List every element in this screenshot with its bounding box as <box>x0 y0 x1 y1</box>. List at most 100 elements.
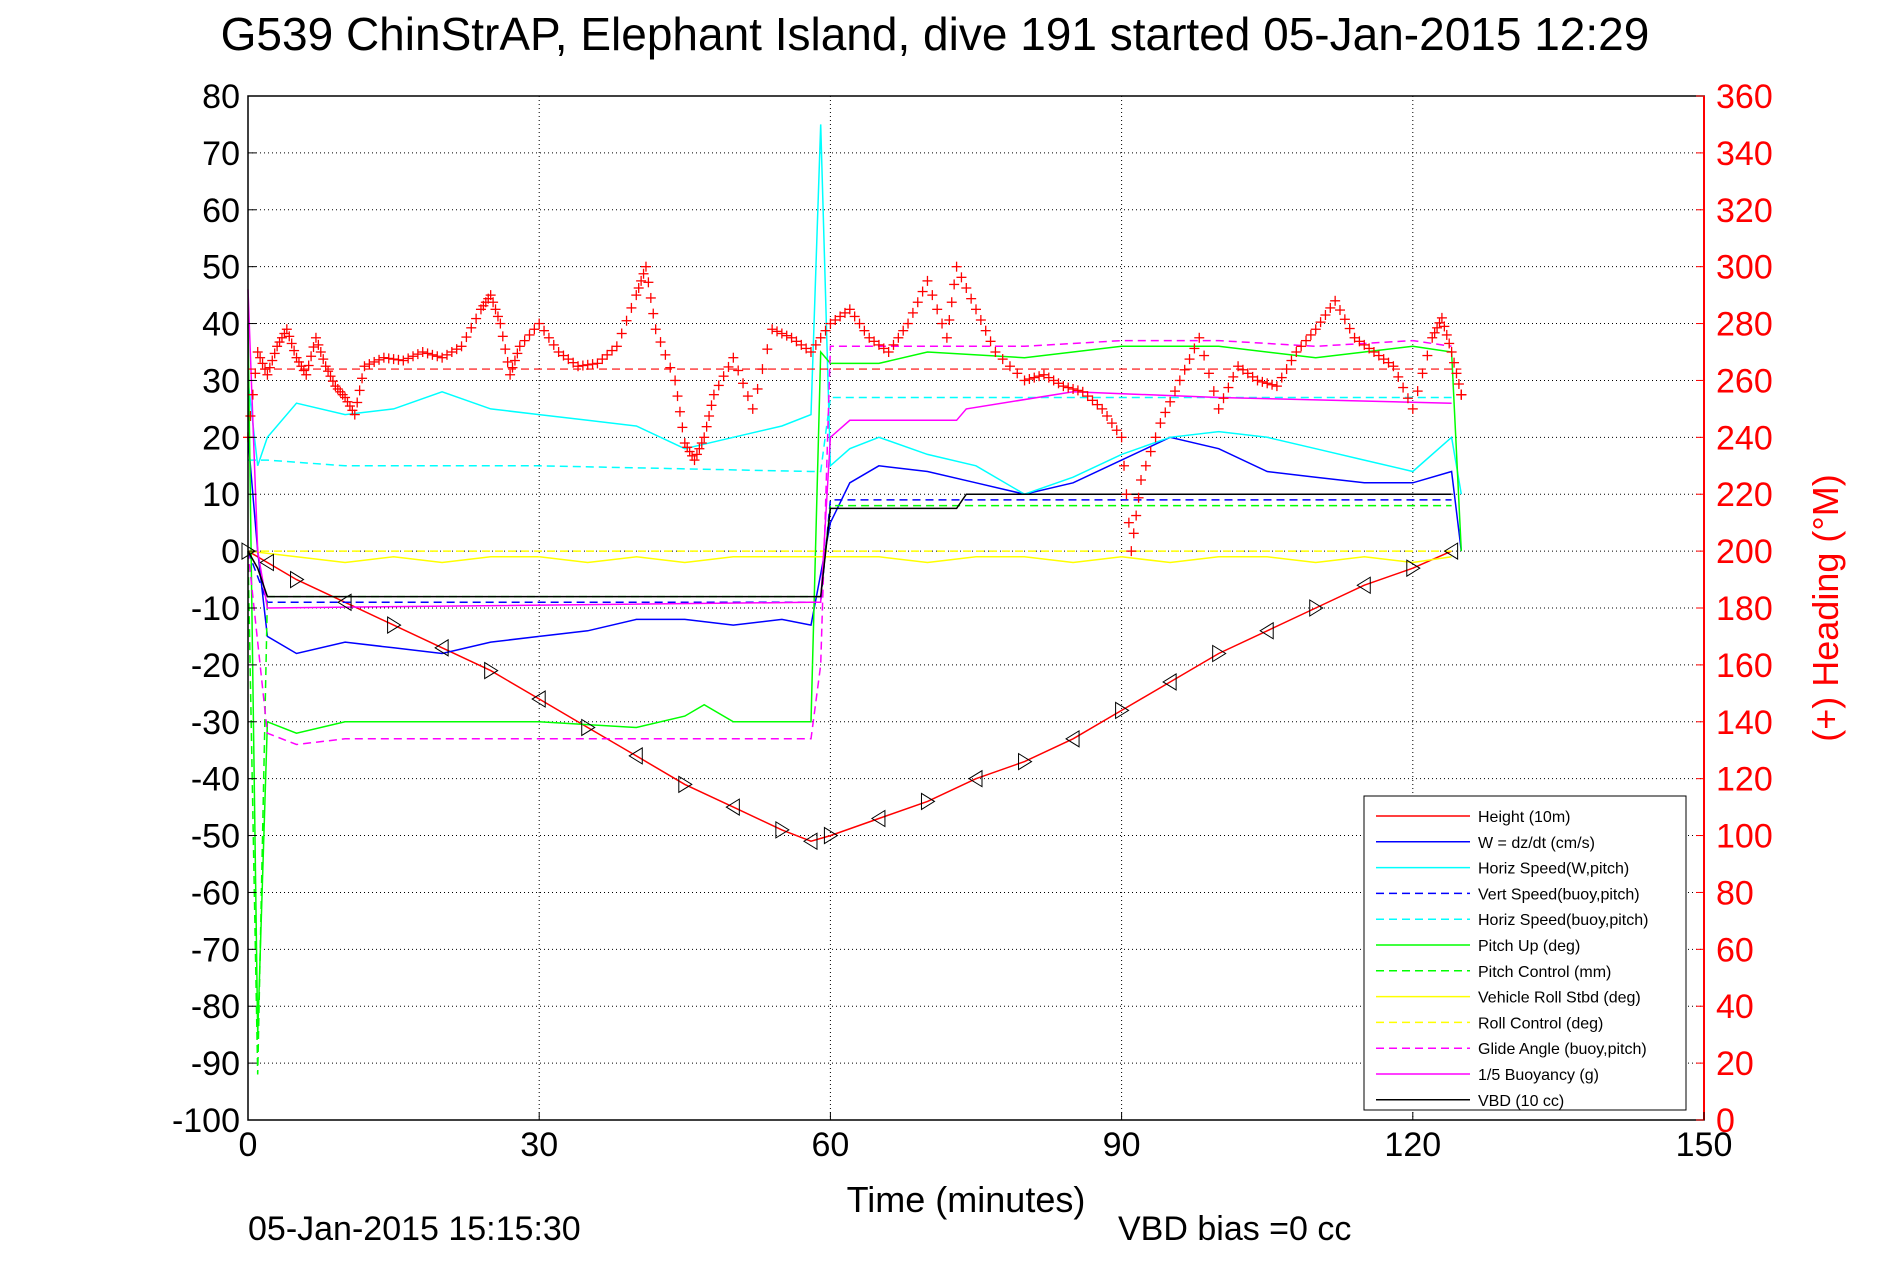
height-marker <box>803 832 818 851</box>
heading-marker <box>633 283 644 293</box>
heading-marker <box>985 336 996 347</box>
y-tick-label: -20 <box>191 647 240 685</box>
heading-marker <box>323 366 334 377</box>
y-right-tick-label: 360 <box>1716 78 1773 116</box>
heading-marker <box>941 332 952 343</box>
heading-marker <box>1068 383 1079 394</box>
heading-marker <box>696 438 707 449</box>
heading-marker <box>1121 489 1132 500</box>
height-marker <box>337 593 352 612</box>
heading-marker <box>849 311 860 322</box>
heading-marker <box>728 352 739 363</box>
heading-marker <box>354 385 365 396</box>
heading-marker <box>1072 385 1083 396</box>
heading-marker <box>1453 379 1464 389</box>
heading-marker <box>509 355 520 366</box>
height-marker <box>725 798 740 817</box>
y-tick-label: -50 <box>191 818 240 856</box>
y-right-tick-label: 340 <box>1716 135 1773 173</box>
heading-marker <box>519 335 530 346</box>
heading-marker <box>820 325 831 336</box>
heading-marker <box>1301 335 1312 346</box>
heading-marker <box>961 283 972 293</box>
heading-marker <box>611 341 622 352</box>
y-tick-label: -10 <box>191 590 240 628</box>
heading-marker <box>308 342 319 353</box>
heading-marker <box>393 354 404 365</box>
heading-marker <box>534 318 545 329</box>
heading-marker <box>291 352 302 363</box>
heading-marker <box>495 318 506 329</box>
heading-marker <box>1432 322 1443 333</box>
heading-marker <box>1339 314 1350 325</box>
heading-marker <box>1019 375 1030 386</box>
heading-marker <box>1310 324 1321 335</box>
heading-marker <box>966 293 977 304</box>
height-marker <box>823 826 839 845</box>
heading-marker <box>650 324 661 335</box>
heading-marker <box>893 332 904 343</box>
heading-marker <box>403 353 414 364</box>
heading-marker <box>616 328 627 339</box>
heading-layer <box>243 261 1467 557</box>
height-marker <box>1212 644 1227 663</box>
heading-marker <box>582 359 593 370</box>
legend-label-4: Horiz Speed(buoy,pitch) <box>1478 912 1648 929</box>
height-markers <box>241 542 1459 851</box>
height-marker <box>1356 576 1371 595</box>
y-right-tick-label: 240 <box>1716 419 1773 457</box>
heading-marker <box>577 360 588 371</box>
heading-marker <box>1257 376 1268 387</box>
y-right-tick-label: 80 <box>1716 874 1754 912</box>
heading-marker <box>1012 368 1023 379</box>
heading-marker <box>1174 375 1185 386</box>
heading-marker <box>1203 368 1214 379</box>
heading-marker <box>507 362 518 373</box>
heading-marker <box>854 318 865 329</box>
x-tick-label: 30 <box>520 1126 558 1164</box>
height-marker <box>581 718 596 737</box>
heading-marker <box>636 275 647 286</box>
series-line-10 <box>247 289 1452 609</box>
heading-marker <box>432 351 443 362</box>
heading-marker <box>1111 425 1122 436</box>
heading-marker <box>245 411 256 421</box>
heading-marker <box>1119 460 1130 471</box>
heading-marker <box>1446 347 1457 357</box>
heading-marker <box>859 325 870 336</box>
x-tick-label: 90 <box>1103 1126 1141 1164</box>
heading-marker <box>349 409 360 420</box>
y-tick-label: 50 <box>202 249 240 287</box>
series-line-11 <box>247 493 1452 598</box>
heading-marker <box>1412 386 1423 397</box>
heading-marker <box>733 365 744 376</box>
y-right-tick-label: 20 <box>1716 1045 1754 1083</box>
y-right-tick-label: 260 <box>1716 362 1773 400</box>
heading-marker <box>1189 343 1200 354</box>
heading-marker <box>422 348 433 359</box>
series-line-7 <box>247 550 1452 564</box>
heading-marker <box>607 345 617 356</box>
heading-marker <box>1160 407 1171 418</box>
heading-marker <box>1276 372 1287 383</box>
heading-marker <box>417 347 428 357</box>
heading-marker <box>1436 312 1447 323</box>
heading-marker <box>1291 347 1302 357</box>
heading-marker <box>1296 341 1307 352</box>
heading-marker <box>1427 332 1438 343</box>
x-axis-label: Time (minutes) <box>847 1179 1086 1220</box>
heading-marker <box>672 391 683 402</box>
heading-marker <box>674 406 685 417</box>
heading-marker <box>325 371 336 382</box>
heading-marker <box>1077 386 1088 397</box>
height-marker <box>1443 542 1459 561</box>
y-axis-left: 80 70 60 50 40 30 20 10 0 -10 -20 -30 -40 -50 -60 -70 -8… <box>172 78 256 1140</box>
heading-marker <box>1223 382 1234 393</box>
timestamp-footer: 05-Jan-2015 15:15:30 <box>248 1210 581 1248</box>
heading-marker <box>949 279 960 290</box>
heading-marker <box>274 337 285 348</box>
heading-marker <box>679 438 690 449</box>
series-line-9 <box>247 339 1452 746</box>
heading-marker <box>888 339 899 350</box>
legend-label-9: Glide Angle (buoy,pitch) <box>1478 1041 1647 1058</box>
